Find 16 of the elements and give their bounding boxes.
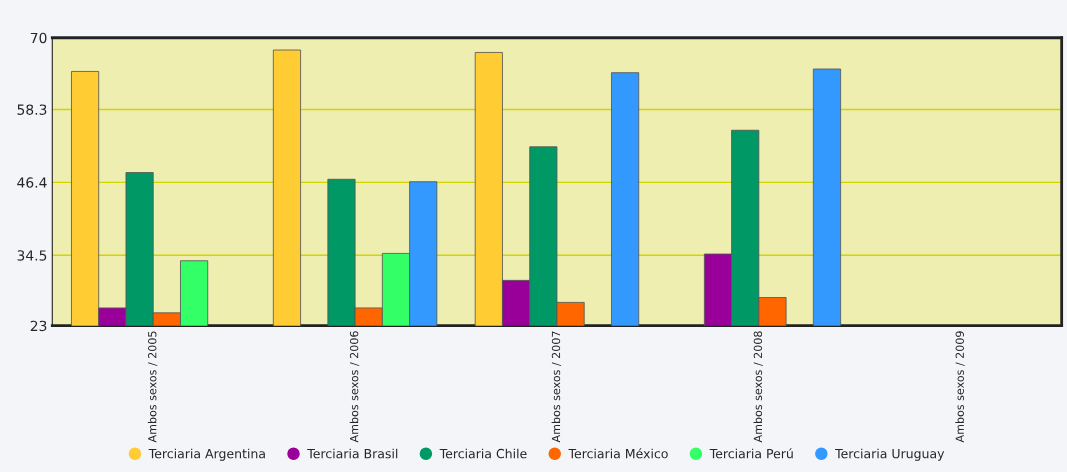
x-tick-label: Ambos sexos / 2009 xyxy=(955,331,965,443)
y-tick-label: 46.4 xyxy=(17,177,47,188)
y-tick-label: 70 xyxy=(30,32,47,44)
legend-label: Terciaria Perú xyxy=(709,448,793,459)
x-tick-label: Ambos sexos / 2005 xyxy=(147,331,158,443)
legend-label: Terciaria Chile xyxy=(439,448,527,459)
x-tick-label: Ambos sexos / 2008 xyxy=(753,331,763,443)
legend-label: Terciaria México xyxy=(568,448,668,459)
legend-label: Terciaria Argentina xyxy=(148,448,265,461)
x-tick-label: Ambos sexos / 2007 xyxy=(551,331,562,443)
y-tick-label: 23 xyxy=(30,320,47,332)
legend-label: Terciaria Brasil xyxy=(307,448,398,459)
x-tick-label: Ambos sexos / 2006 xyxy=(349,331,360,443)
legend-label: Terciaria Uruguay xyxy=(835,448,945,461)
y-tick-label: 34.5 xyxy=(17,250,47,261)
y-tick-label: 58.3 xyxy=(17,104,47,115)
